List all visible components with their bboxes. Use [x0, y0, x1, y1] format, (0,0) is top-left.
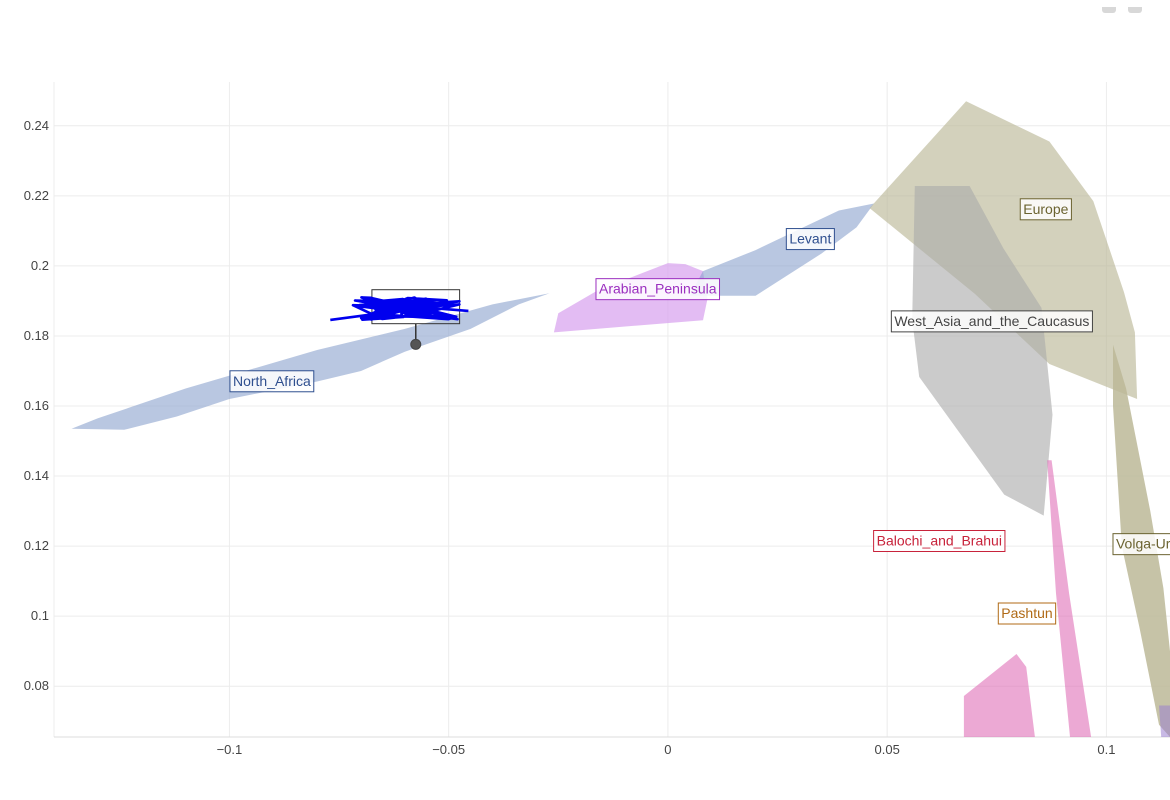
y-tick-label: 0.14 — [24, 468, 49, 483]
region-label-box — [890, 310, 1093, 333]
y-tick-label: 0.16 — [24, 398, 49, 413]
region-label-north-africa: North_Africa — [229, 370, 315, 393]
region-partial-polygon — [1159, 705, 1170, 737]
region-label-text: Volga-Ural — [1116, 536, 1170, 552]
region-label-box — [229, 370, 315, 393]
zoom-icon[interactable] — [1128, 7, 1142, 13]
region-label-box — [1019, 198, 1072, 221]
region-label-text: Arabian_Peninsula — [599, 281, 717, 297]
region-label-text: West_Asia_and_the_Caucasus — [894, 313, 1089, 329]
region-label-balochi-and-brahui: Balochi_and_Brahui — [873, 530, 1006, 552]
x-axis-ticks: −0.1 −0.05 0 0.05 0.1 — [217, 742, 1116, 757]
region-label-west-asia-and-the-caucasus: West_Asia_and_the_Caucasus — [890, 310, 1093, 333]
x-tick-label: 0.05 — [875, 742, 900, 757]
sample-point[interactable] — [410, 338, 422, 350]
camera-icon[interactable] — [1102, 7, 1116, 13]
region-label-text: North_Africa — [233, 373, 311, 389]
region-label-box — [997, 602, 1057, 625]
region-label-volga-ural: Volga-Ural — [1112, 533, 1170, 556]
y-tick-label: 0.2 — [31, 258, 49, 273]
region-label-text: Levant — [789, 231, 831, 247]
y-tick-label: 0.1 — [31, 608, 49, 623]
x-tick-label: −0.1 — [217, 742, 243, 757]
region-pashtun-polygon — [963, 654, 1035, 737]
sample-overlay — [330, 289, 469, 350]
region-label-text: Pashtun — [1001, 605, 1052, 621]
y-tick-label: 0.18 — [24, 328, 49, 343]
region-labels: North_Africa Arabian_Peninsula Levant Europ… — [229, 198, 1170, 625]
region-west-asia-and-the-caucasus-polygon — [912, 186, 1053, 516]
region-label-box — [873, 530, 1006, 552]
region-north-africa-polygon — [71, 293, 550, 430]
region-label-pashtun: Pashtun — [997, 602, 1057, 625]
region-label-europe: Europe — [1019, 198, 1072, 221]
region-label-levant: Levant — [785, 228, 835, 251]
region-label-box — [785, 228, 835, 251]
y-tick-label: 0.24 — [24, 118, 49, 133]
region-label-text: Europe — [1023, 201, 1068, 217]
y-axis-ticks: 0.08 0.1 0.12 0.14 0.16 0.18 0.2 0.22 0.24 — [24, 118, 49, 693]
region-polygons — [71, 101, 1170, 737]
region-label-text: Balochi_and_Brahui — [877, 533, 1002, 549]
region-levant-polygon — [689, 203, 874, 296]
region-balochi-and-brahui-polygon — [1047, 460, 1092, 737]
region-label-box — [595, 278, 721, 301]
x-tick-label: −0.05 — [432, 742, 465, 757]
region-label-box — [1112, 533, 1170, 556]
x-tick-label: 0 — [664, 742, 671, 757]
y-tick-label: 0.08 — [24, 678, 49, 693]
plot-modebar[interactable] — [1090, 0, 1170, 13]
sample-cluster-lines — [330, 296, 469, 322]
x-tick-label: 0.1 — [1097, 742, 1115, 757]
y-tick-label: 0.12 — [24, 538, 49, 553]
region-label-arabian-peninsula: Arabian_Peninsula — [595, 278, 721, 301]
y-tick-label: 0.22 — [24, 188, 49, 203]
